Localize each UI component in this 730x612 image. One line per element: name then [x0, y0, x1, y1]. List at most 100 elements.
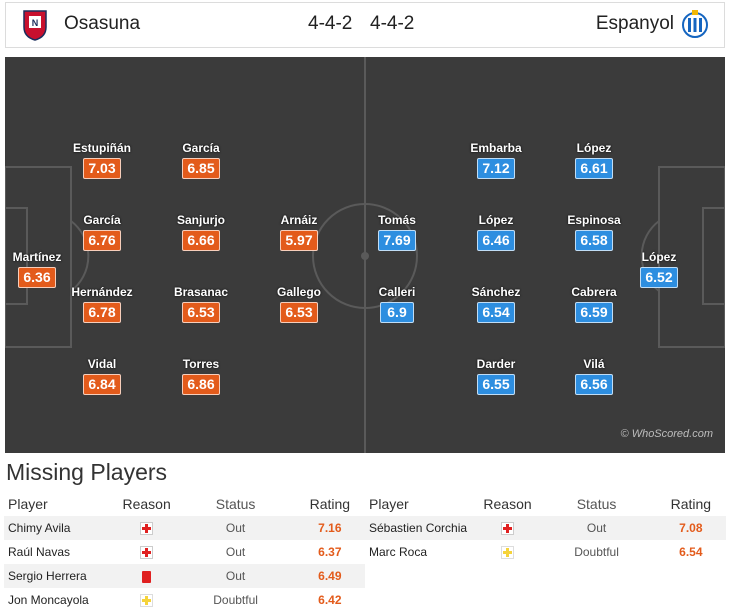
player-name[interactable]: Tomás	[378, 213, 416, 227]
away-player[interactable]: López 6.52	[619, 250, 699, 288]
player-rating-badge: 6.55	[477, 374, 515, 395]
player-name[interactable]: Torres	[182, 357, 220, 371]
player-name[interactable]: Espinosa	[567, 213, 621, 227]
home-player[interactable]: García 6.76	[62, 213, 142, 251]
player-name[interactable]: Marc Roca	[365, 540, 478, 564]
status-text: Out	[176, 564, 295, 588]
home-player[interactable]: Sanjurjo 6.66	[161, 213, 241, 251]
player-rating: 6.49	[294, 564, 365, 588]
status-text: Doubtful	[176, 588, 295, 612]
player-rating-badge: 6.85	[182, 158, 220, 179]
player-name[interactable]: Arnáiz	[280, 213, 318, 227]
player-rating-badge: 6.66	[182, 230, 220, 251]
red-card-icon	[142, 570, 152, 583]
player-rating-badge: 6.53	[280, 302, 318, 323]
away-formation: 4-4-2	[370, 13, 415, 34]
player-rating: 6.54	[655, 540, 726, 564]
player-name[interactable]: Cabrera	[571, 285, 617, 299]
away-player[interactable]: Vilá 6.56	[554, 357, 634, 395]
home-team-name[interactable]: Osasuna	[64, 13, 141, 34]
home-player[interactable]: Gallego 6.53	[259, 285, 339, 323]
home-player[interactable]: Estupiñán 7.03	[62, 141, 142, 179]
injury-icon	[140, 522, 154, 536]
player-name[interactable]: Sébastien Corchia	[365, 516, 478, 540]
player-rating: 6.42	[294, 588, 365, 612]
player-name[interactable]: Vidal	[87, 357, 117, 371]
match-header: N Osasuna 4-4-2 4-4-2 Espanyol	[5, 2, 725, 48]
away-player[interactable]: Sánchez 6.54	[456, 285, 536, 323]
column-header-reason[interactable]: Reason	[483, 496, 532, 512]
away-player[interactable]: Tomás 7.69	[357, 213, 437, 251]
player-rating-badge: 6.53	[182, 302, 220, 323]
away-player[interactable]: López 6.61	[554, 141, 634, 179]
away-player[interactable]: Darder 6.55	[456, 357, 536, 395]
status-text: Out	[176, 516, 295, 540]
home-player[interactable]: Torres 6.86	[161, 357, 241, 395]
away-player[interactable]: Calleri 6.9	[357, 285, 437, 323]
player-name[interactable]: Gallego	[276, 285, 321, 299]
column-header-reason[interactable]: Reason	[122, 496, 171, 512]
column-header-rating[interactable]: Rating	[309, 496, 351, 512]
home-player[interactable]: Arnáiz 5.97	[259, 213, 339, 251]
column-header-rating[interactable]: Rating	[670, 496, 712, 512]
away-team-name[interactable]: Espanyol	[595, 13, 674, 34]
player-name[interactable]: López	[576, 141, 612, 155]
player-name[interactable]: Brasanac	[173, 285, 229, 299]
player-name[interactable]: Darder	[476, 357, 516, 371]
player-name[interactable]: Hernández	[71, 285, 133, 299]
player-name[interactable]: Raúl Navas	[4, 540, 117, 564]
column-header-player[interactable]: Player	[369, 496, 409, 512]
player-name[interactable]: Vilá	[583, 357, 605, 371]
pitch: Martínez 6.36 Estupiñán 7.03 García 6.76 Herná…	[5, 57, 725, 453]
column-header-player[interactable]: Player	[8, 496, 48, 512]
table-row: Raúl Navas Out 6.37	[4, 540, 365, 564]
player-rating-badge: 6.86	[182, 374, 220, 395]
player-rating-badge: 6.61	[575, 158, 613, 179]
player-name[interactable]: López	[478, 213, 514, 227]
table-row: Jon Moncayola Doubtful 6.42	[4, 588, 365, 612]
status-text: Out	[176, 540, 295, 564]
away-player[interactable]: López 6.46	[456, 213, 536, 251]
table-row: Chimy Avila Out 7.16	[4, 516, 365, 540]
doubtful-icon	[501, 546, 515, 560]
player-name[interactable]: Chimy Avila	[4, 516, 117, 540]
away-player[interactable]: Embarba 7.12	[456, 141, 536, 179]
player-name[interactable]: García	[83, 213, 121, 227]
away-player[interactable]: Cabrera 6.59	[554, 285, 634, 323]
player-name[interactable]: Sánchez	[471, 285, 521, 299]
player-rating-badge: 6.84	[83, 374, 121, 395]
home-player[interactable]: García 6.85	[161, 141, 241, 179]
player-name[interactable]: Sergio Herrera	[4, 564, 117, 588]
column-header-status[interactable]: Status	[576, 496, 617, 512]
away-player[interactable]: Espinosa 6.58	[554, 213, 634, 251]
player-name[interactable]: Calleri	[378, 285, 416, 299]
player-name[interactable]: López	[641, 250, 677, 264]
player-rating-badge: 6.36	[18, 267, 56, 288]
table-row: Marc Roca Doubtful 6.54	[365, 540, 726, 564]
player-name[interactable]: García	[182, 141, 220, 155]
player-rating: 6.37	[294, 540, 365, 564]
table-row: Sergio Herrera Out 6.49	[4, 564, 365, 588]
player-rating-badge: 6.54	[477, 302, 515, 323]
player-rating-badge: 7.12	[477, 158, 515, 179]
home-player[interactable]: Vidal 6.84	[62, 357, 142, 395]
injury-icon	[140, 546, 154, 560]
player-rating: 7.08	[655, 516, 726, 540]
player-rating-badge: 6.58	[575, 230, 613, 251]
player-name[interactable]: Jon Moncayola	[4, 588, 117, 612]
player-rating-badge: 7.69	[378, 230, 416, 251]
player-rating-badge: 6.78	[83, 302, 121, 323]
player-name[interactable]: Embarba	[470, 141, 522, 155]
column-header-status[interactable]: Status	[215, 496, 256, 512]
player-name[interactable]: Sanjurjo	[176, 213, 225, 227]
home-player[interactable]: Brasanac 6.53	[161, 285, 241, 323]
espanyol-crest-icon	[682, 10, 708, 38]
injury-icon	[501, 522, 515, 536]
player-rating-badge: 6.59	[575, 302, 613, 323]
player-name[interactable]: Martínez	[12, 250, 62, 264]
player-name[interactable]: Estupiñán	[72, 141, 131, 155]
watermark: © WhoScored.com	[620, 428, 713, 440]
home-player[interactable]: Hernández 6.78	[62, 285, 142, 323]
player-rating-badge: 7.03	[83, 158, 121, 179]
home-player[interactable]: Martínez 6.36	[5, 250, 77, 288]
